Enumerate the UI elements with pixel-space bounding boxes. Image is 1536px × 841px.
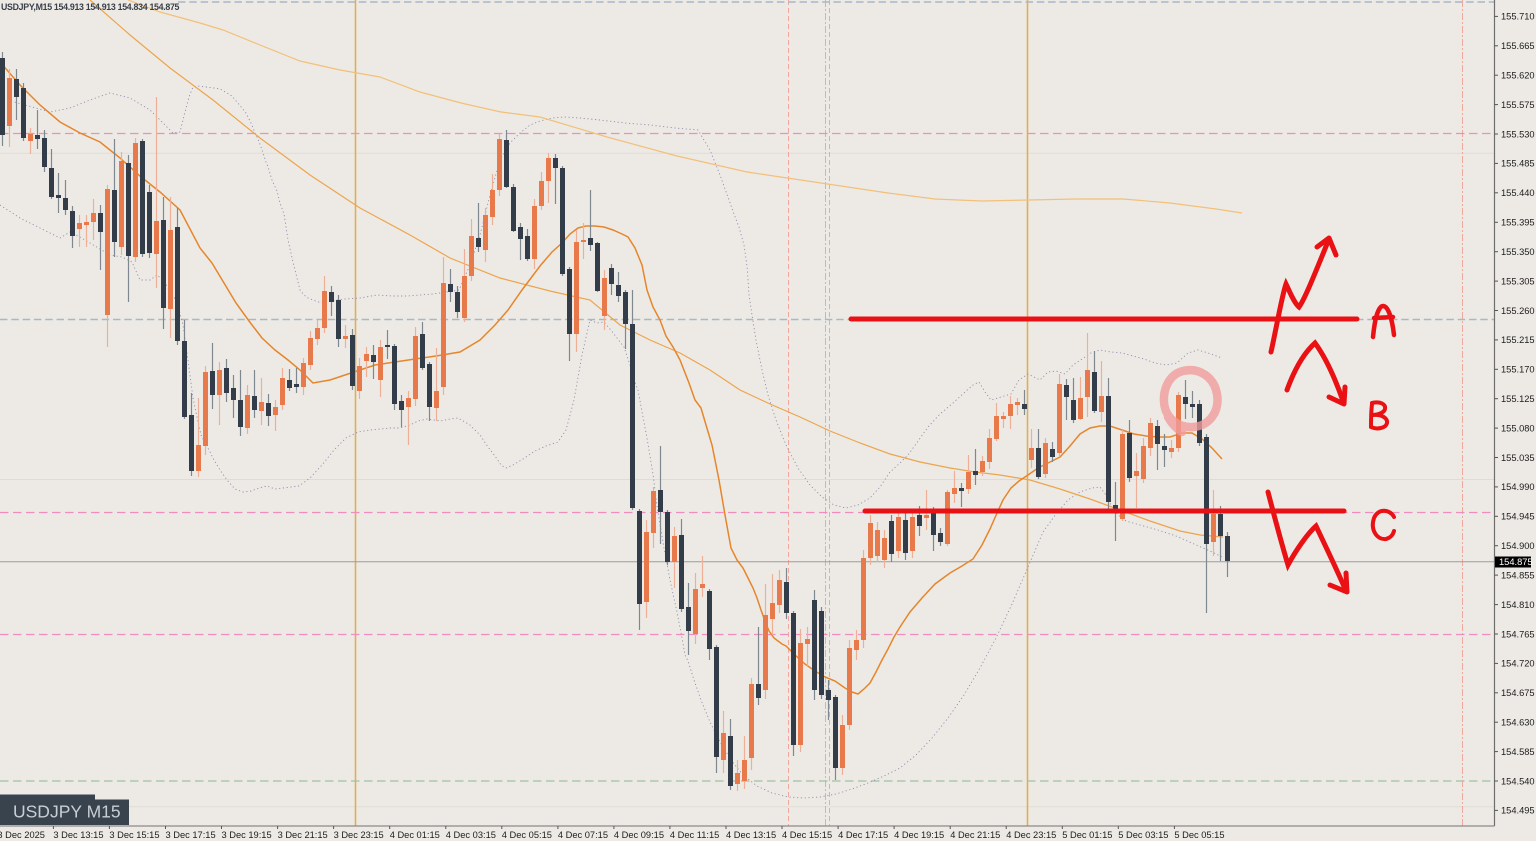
svg-text:3 Dec 2025: 3 Dec 2025 — [0, 830, 45, 840]
svg-text:155.215: 155.215 — [1501, 335, 1535, 345]
svg-text:3 Dec 17:15: 3 Dec 17:15 — [166, 830, 216, 840]
svg-text:154.765: 154.765 — [1501, 629, 1535, 639]
svg-text:3 Dec 21:15: 3 Dec 21:15 — [278, 830, 328, 840]
svg-text:155.620: 155.620 — [1501, 71, 1535, 81]
svg-text:4 Dec 05:15: 4 Dec 05:15 — [502, 830, 552, 840]
svg-text:4 Dec 23:15: 4 Dec 23:15 — [1006, 830, 1056, 840]
svg-text:154.720: 154.720 — [1501, 659, 1535, 669]
svg-text:USDJPY,M15 154.913 154.913 15: USDJPY,M15 154.913 154.913 154.834 154.8… — [1, 2, 180, 12]
svg-text:154.900: 154.900 — [1501, 541, 1535, 551]
svg-text:4 Dec 09:15: 4 Dec 09:15 — [614, 830, 664, 840]
svg-text:5 Dec 05:15: 5 Dec 05:15 — [1174, 830, 1224, 840]
svg-text:154.495: 154.495 — [1501, 806, 1535, 816]
svg-text:4 Dec 15:15: 4 Dec 15:15 — [782, 830, 832, 840]
svg-text:155.440: 155.440 — [1501, 188, 1535, 198]
svg-text:155.395: 155.395 — [1501, 218, 1535, 228]
svg-text:155.305: 155.305 — [1501, 276, 1535, 286]
svg-text:155.485: 155.485 — [1501, 159, 1535, 169]
svg-text:155.665: 155.665 — [1501, 41, 1535, 51]
svg-text:3 Dec 23:15: 3 Dec 23:15 — [334, 830, 384, 840]
svg-text:155.530: 155.530 — [1501, 129, 1535, 139]
svg-text:155.575: 155.575 — [1501, 100, 1535, 110]
svg-text:154.990: 154.990 — [1501, 482, 1535, 492]
svg-text:3 Dec 19:15: 3 Dec 19:15 — [222, 830, 272, 840]
svg-text:155.170: 155.170 — [1501, 365, 1535, 375]
svg-text:4 Dec 03:15: 4 Dec 03:15 — [446, 830, 496, 840]
svg-text:4 Dec 21:15: 4 Dec 21:15 — [950, 830, 1000, 840]
svg-text:154.855: 154.855 — [1501, 570, 1535, 580]
svg-text:USDJPY M15: USDJPY M15 — [13, 802, 121, 822]
svg-text:4 Dec 19:15: 4 Dec 19:15 — [894, 830, 944, 840]
svg-text:4 Dec 11:15: 4 Dec 11:15 — [670, 830, 719, 840]
svg-text:3 Dec 15:15: 3 Dec 15:15 — [109, 830, 159, 840]
svg-text:155.710: 155.710 — [1501, 12, 1535, 22]
svg-text:155.035: 155.035 — [1501, 453, 1535, 463]
svg-text:155.260: 155.260 — [1501, 306, 1535, 316]
svg-text:4 Dec 07:15: 4 Dec 07:15 — [558, 830, 608, 840]
svg-text:154.675: 154.675 — [1501, 688, 1535, 698]
svg-text:154.540: 154.540 — [1501, 776, 1535, 786]
svg-text:154.630: 154.630 — [1501, 718, 1535, 728]
svg-text:155.350: 155.350 — [1501, 247, 1535, 257]
svg-text:3 Dec 13:15: 3 Dec 13:15 — [53, 830, 103, 840]
svg-text:4 Dec 01:15: 4 Dec 01:15 — [390, 830, 440, 840]
svg-text:154.585: 154.585 — [1501, 747, 1535, 757]
svg-text:4 Dec 17:15: 4 Dec 17:15 — [838, 830, 888, 840]
svg-text:5 Dec 01:15: 5 Dec 01:15 — [1062, 830, 1112, 840]
svg-text:155.125: 155.125 — [1501, 394, 1535, 404]
svg-text:5 Dec 03:15: 5 Dec 03:15 — [1118, 830, 1168, 840]
svg-text:154.810: 154.810 — [1501, 600, 1535, 610]
svg-text:154.875: 154.875 — [1499, 557, 1533, 567]
svg-text:154.945: 154.945 — [1501, 512, 1535, 522]
svg-text:155.080: 155.080 — [1501, 423, 1535, 433]
svg-text:4 Dec 13:15: 4 Dec 13:15 — [726, 830, 776, 840]
